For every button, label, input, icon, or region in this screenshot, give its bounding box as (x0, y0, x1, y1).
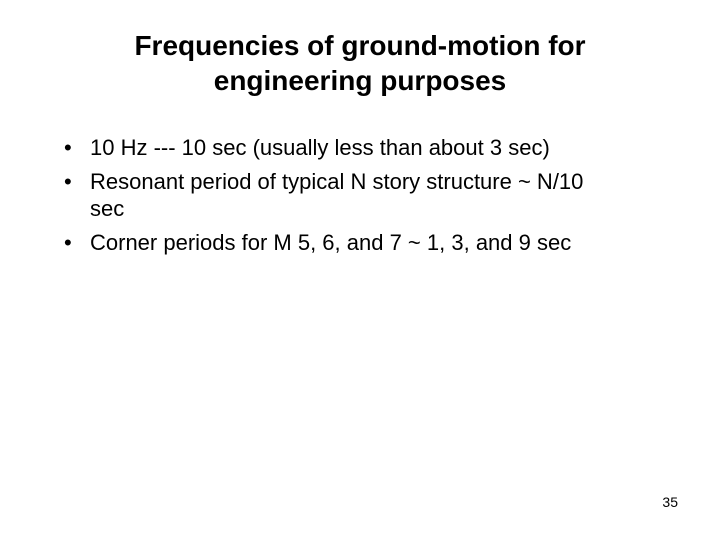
page-number: 35 (662, 494, 678, 510)
slide: Frequencies of ground-motion for enginee… (0, 0, 720, 540)
list-item: Corner periods for M 5, 6, and 7 ~ 1, 3,… (64, 229, 608, 257)
slide-title: Frequencies of ground-motion for enginee… (80, 28, 640, 98)
bullet-list: 10 Hz --- 10 sec (usually less than abou… (48, 134, 608, 256)
list-item: 10 Hz --- 10 sec (usually less than abou… (64, 134, 608, 162)
list-item: Resonant period of typical N story struc… (64, 168, 608, 223)
